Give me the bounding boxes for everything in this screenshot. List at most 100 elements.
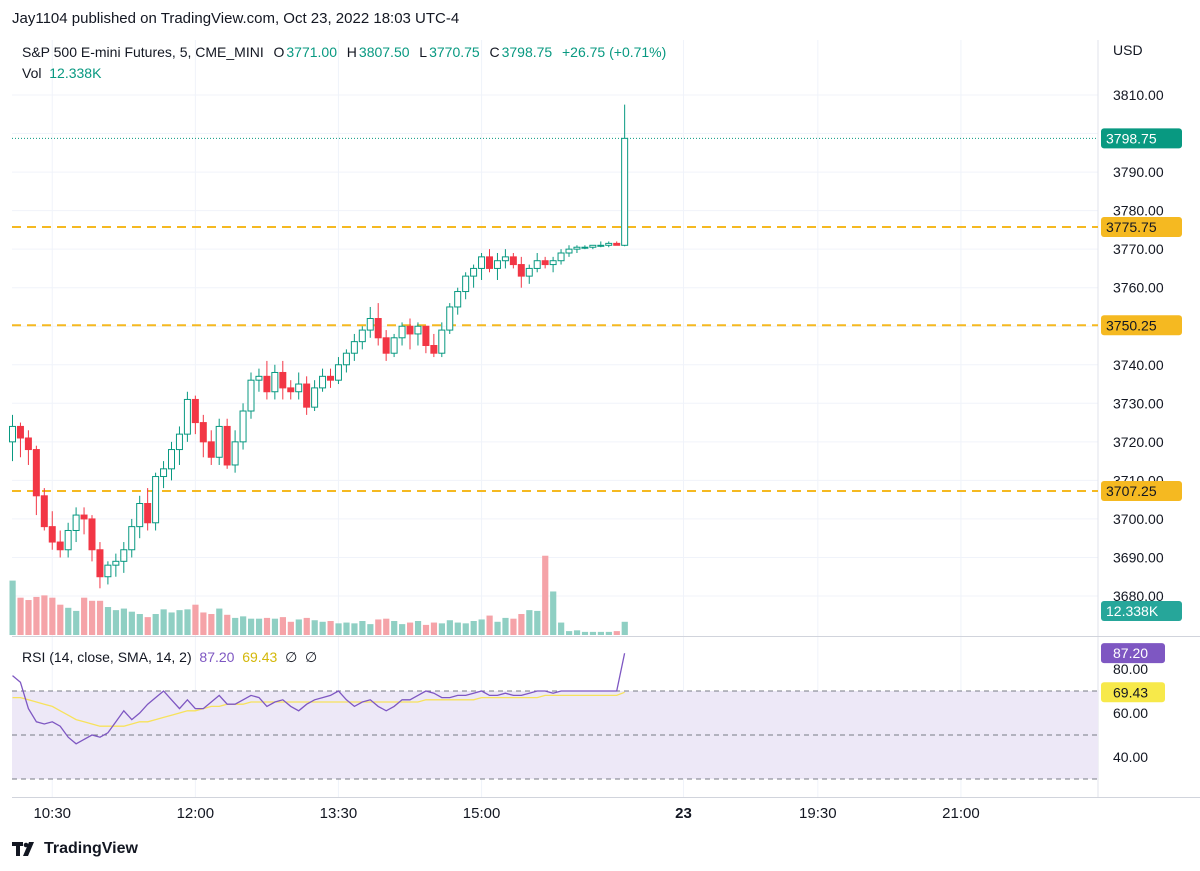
candle-body	[446, 306, 454, 331]
last-price-tag	[1101, 128, 1182, 149]
rsi-extra-1: ∅	[285, 649, 298, 665]
candle-body	[279, 371, 287, 389]
volume-bar	[271, 618, 279, 635]
price-tick-label: 3770.00	[1113, 241, 1164, 257]
last-price-label: 3798.75	[1106, 130, 1157, 146]
time-tick-label: 21:00	[942, 805, 980, 822]
candle-body	[342, 352, 350, 366]
candle-body	[478, 256, 486, 269]
volume-bar	[168, 612, 175, 635]
candle-body	[374, 318, 382, 339]
volume-bar	[526, 610, 533, 635]
time-tick-label: 23	[675, 805, 692, 822]
level-price-label: 3750.25	[1106, 317, 1157, 333]
candle-body	[215, 425, 223, 458]
price-tick-label: 3730.00	[1113, 395, 1164, 411]
volume-bar	[327, 621, 334, 635]
price-tick-label: 3720.00	[1113, 434, 1164, 450]
candle-body	[549, 260, 557, 266]
volume-bar	[120, 608, 127, 635]
level-price-label: 3707.25	[1106, 483, 1157, 499]
volume-bar	[383, 618, 390, 635]
candle-body	[358, 329, 366, 343]
volume-bar	[502, 617, 509, 635]
time-tick-label: 15:00	[463, 805, 501, 822]
open-value: 3771.00	[286, 44, 337, 60]
symbol-name: S&P 500 E-mini Futures, 5, CME_MINI	[22, 44, 264, 60]
volume-bar	[65, 607, 72, 635]
candle-body	[64, 529, 72, 551]
volume-bar	[558, 622, 565, 635]
candle-body	[493, 260, 501, 269]
candle-body	[183, 398, 191, 435]
volume-bar	[534, 610, 541, 635]
candle-body	[509, 256, 517, 266]
volume-bar	[438, 623, 445, 635]
open-label: O	[273, 44, 285, 60]
level-price-tag	[1101, 315, 1182, 336]
rsi-value-tag-label: 87.20	[1113, 645, 1148, 661]
change-value: +26.75 (+0.71%)	[562, 44, 667, 60]
candle-body	[565, 248, 573, 254]
candle-body	[390, 337, 398, 354]
time-tick-label: 19:30	[799, 805, 837, 822]
volume-bar	[597, 631, 604, 635]
candle-body	[597, 244, 605, 247]
candle-body	[486, 256, 493, 269]
volume-bar	[454, 622, 461, 635]
rsi-sma-tag	[1101, 682, 1165, 703]
volume-bar	[550, 591, 557, 635]
volume-bar	[160, 609, 167, 635]
candle-body	[327, 375, 334, 381]
volume-tag	[1101, 601, 1182, 621]
candle-body	[247, 379, 255, 412]
volume-bar	[581, 631, 589, 635]
volume-bar	[407, 622, 414, 635]
rsi-tick-label: 60.00	[1113, 705, 1148, 721]
candle-body	[168, 449, 175, 470]
published-caption: Jay1104 published on TradingView.com, Oc…	[12, 10, 460, 27]
volume-bar	[391, 621, 398, 635]
volume-bar	[359, 621, 366, 635]
price-tick-label: 3760.00	[1113, 280, 1164, 296]
price-tick-label: 3790.00	[1113, 164, 1164, 180]
volume-bar	[25, 600, 32, 635]
vol-value: 12.338K	[49, 65, 102, 81]
volume-bar	[605, 631, 612, 635]
volume-bar	[152, 614, 159, 635]
volume-bar	[430, 622, 438, 635]
level-price-tag	[1101, 480, 1182, 501]
high-label: H	[346, 44, 357, 60]
candle-body	[40, 495, 48, 528]
volume-bar	[255, 618, 263, 635]
volume-bar	[462, 623, 469, 635]
candle-body	[287, 387, 295, 393]
close-label: C	[489, 44, 500, 60]
volume-bar	[478, 619, 485, 635]
rsi-sma-tag-label: 69.43	[1113, 684, 1148, 700]
volume-bar	[311, 620, 318, 635]
price-tick-label: 3680.00	[1113, 588, 1164, 604]
close-value: 3798.75	[501, 44, 553, 60]
high-value: 3807.50	[358, 44, 410, 60]
candle-body	[271, 371, 279, 393]
candle-body	[223, 425, 231, 466]
volume-bar	[621, 621, 628, 635]
volume-bar	[41, 595, 48, 635]
candle-body	[231, 441, 239, 466]
candle-body	[88, 518, 96, 551]
volume-bar	[232, 617, 239, 635]
candle-body	[48, 526, 56, 543]
candle-body	[303, 383, 311, 408]
volume-bar	[414, 621, 422, 635]
rsi-legend: RSI (14, close, SMA, 14, 2) 87.20 69.43 …	[22, 649, 317, 666]
volume-bar	[89, 600, 96, 635]
candle-body	[72, 514, 80, 531]
volume-bar	[510, 618, 517, 635]
volume-bar	[184, 609, 191, 635]
footer-brand: TradingView	[44, 840, 138, 857]
candle-body	[541, 260, 549, 266]
candle-body	[462, 275, 470, 293]
candle-body	[613, 242, 621, 246]
